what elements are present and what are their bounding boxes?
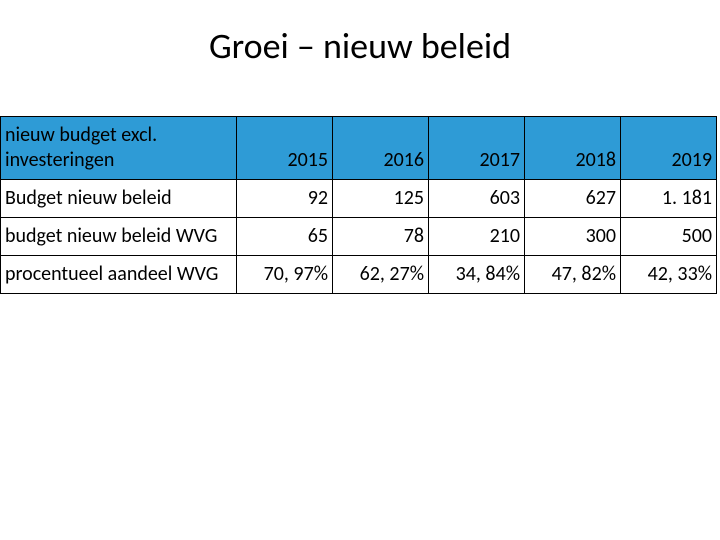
year-col: 2017 (429, 117, 525, 180)
page-title: Groei – nieuw beleid (0, 24, 720, 68)
cell-value: 70, 97% (237, 256, 333, 294)
year-col: 2015 (237, 117, 333, 180)
slide: Groei – nieuw beleid nieuw budget excl. … (0, 0, 720, 540)
header-label: nieuw budget excl. investeringen (1, 117, 237, 180)
year-col: 2018 (525, 117, 621, 180)
cell-value: 78 (333, 218, 429, 256)
cell-value: 34, 84% (429, 256, 525, 294)
cell-value: 210 (429, 218, 525, 256)
table-row: Budget nieuw beleid921256036271. 181 (1, 180, 717, 218)
cell-value: 42, 33% (621, 256, 717, 294)
row-label: budget nieuw beleid WVG (1, 218, 237, 256)
cell-value: 1. 181 (621, 180, 717, 218)
row-label: Budget nieuw beleid (1, 180, 237, 218)
cell-value: 125 (333, 180, 429, 218)
cell-value: 300 (525, 218, 621, 256)
cell-value: 65 (237, 218, 333, 256)
table-row: procentueel aandeel WVG70, 97%62, 27%34,… (1, 256, 717, 294)
table-body: Budget nieuw beleid921256036271. 181budg… (1, 180, 717, 294)
table-row: budget nieuw beleid WVG6578210300500 (1, 218, 717, 256)
cell-value: 603 (429, 180, 525, 218)
budget-table: nieuw budget excl. investeringen 2015201… (0, 116, 717, 294)
cell-value: 627 (525, 180, 621, 218)
table-header-row: nieuw budget excl. investeringen 2015201… (1, 117, 717, 180)
cell-value: 92 (237, 180, 333, 218)
cell-value: 47, 82% (525, 256, 621, 294)
row-label: procentueel aandeel WVG (1, 256, 237, 294)
cell-value: 62, 27% (333, 256, 429, 294)
cell-value: 500 (621, 218, 717, 256)
table-head: nieuw budget excl. investeringen 2015201… (1, 117, 717, 180)
year-col: 2016 (333, 117, 429, 180)
year-col: 2019 (621, 117, 717, 180)
